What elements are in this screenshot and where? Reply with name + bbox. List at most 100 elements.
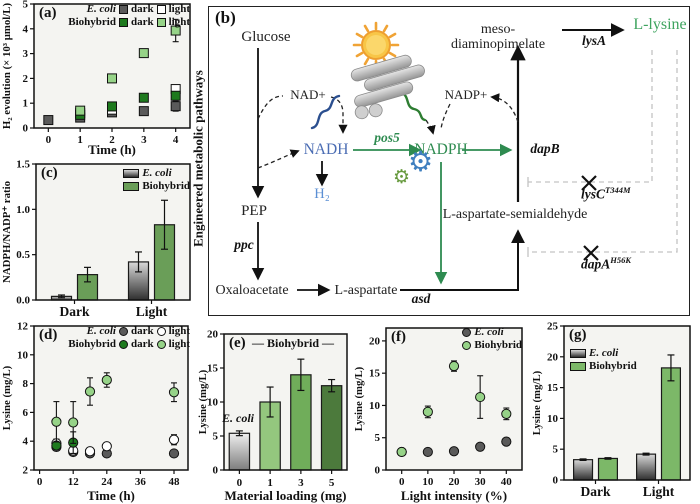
gear-green-icon: ⚙ [393,166,411,188]
panel-e-label: (e) [229,335,246,351]
panel-c-label: (c) [41,165,58,181]
mutation-cross-dapA-icon [583,245,599,261]
svg-text:10: 10 [17,349,29,361]
electron-squiggles [310,91,427,130]
panel-e-material-loading-chart: 0 5 10 15 20 0 1 3 5 Lysine (mg/L) Material loadin… [196,322,352,504]
svg-text:0: 0 [46,134,52,146]
panel-a-label: (a) [39,5,57,21]
svg-text:Lysine (mg/L): Lysine (mg/L) [531,370,543,435]
panel-d-lysine-time-chart: 2 4 6 8 10 12 0 12 24 36 48 Lysine (mg/L) Time (h) (d… [0,322,196,504]
svg-text:10: 10 [369,400,381,412]
gene-lysC-base: lysC [581,186,606,202]
svg-text:20: 20 [369,335,381,347]
gene-ppc: ppc [234,237,254,252]
svg-text:8: 8 [23,378,29,390]
pathway-black-arrows [251,23,625,297]
svg-text:4: 4 [23,23,29,35]
blue-electron-squiggle [310,94,341,130]
gene-lysC-T344M: lysCT344M [581,185,631,202]
panel-e-annotation-1: — Biohybrid — [252,336,335,350]
svg-text:10: 10 [207,397,219,409]
svg-text:3: 3 [298,477,304,489]
gene-asd: asd [411,291,431,306]
node-l-aspartate: L-aspartate [334,283,398,298]
svg-text:Time (h): Time (h) [87,488,135,503]
gene-dapA-superscript: H56K [610,255,632,265]
sun-icon [352,21,400,69]
panel-b-label: (b) [215,8,236,27]
svg-text:Time (h): Time (h) [88,142,136,157]
panel-g-legend: E. coli Biohybrid [570,348,637,372]
svg-text:5: 5 [23,0,29,11]
svg-text:Light intensity (%): Light intensity (%) [401,488,507,503]
svg-text:15: 15 [207,363,219,375]
svg-text:5: 5 [213,431,219,443]
gene-dapA-base: dapA [581,256,611,272]
svg-text:5: 5 [553,444,559,456]
node-nadp: NADP+ [444,87,488,102]
svg-text:12: 12 [68,476,80,488]
panel-a-h2-evolution-chart: 0 1 2 3 4 5 0 1 2 3 4 H₂ evolution (× 10³ μmol/L) Ti… [0,0,200,158]
pathway-green-arrows [353,143,513,285]
green-electron-squiggle [399,91,427,122]
svg-text:0: 0 [37,476,43,488]
svg-text:2: 2 [23,73,29,85]
svg-text:5: 5 [329,477,335,489]
panel-c-chart-canvas: 0.0 0.5 1.0 1.5 Dark Light NADPH/NADP⁺ ratio [1,159,191,319]
svg-text:10: 10 [422,476,434,488]
svg-text:4: 4 [23,436,29,448]
panel-f-label: (f) [391,329,406,345]
panel-c-legend: E. coli Biohybrid [123,168,190,192]
legend-marker [462,328,472,337]
panel-e-chart-canvas: 0 5 10 15 20 0 1 3 5 Lysine (mg/L) Material loadin… [197,329,348,503]
legend-marker [118,18,128,27]
svg-text:20: 20 [547,351,559,363]
legend-marker [156,327,166,336]
svg-text:48: 48 [169,476,181,488]
node-pep: PEP [241,203,267,219]
gene-lysC-superscript: T344M [605,185,631,195]
svg-text:Lysine (mg/L): Lysine (mg/L) [353,366,365,431]
svg-text:Light: Light [643,484,675,499]
node-h2: H₂ [314,186,330,202]
node-nadh: NADH [303,141,349,158]
svg-text:Light: Light [136,304,168,319]
bar-series-e-coli [50,251,150,301]
svg-text:H₂ evolution (× 10³ μmol/L): H₂ evolution (× 10³ μmol/L) [1,3,13,130]
node-meso-diaminopimelate: meso-diaminopimelate [450,22,546,53]
panel-e-annotation-0: E. coli [222,411,254,425]
node-l-aspartate-semialdehyde: L-aspartate-semialdehyde [442,207,588,222]
bar-series-biohybrid-loading [228,358,343,471]
feedback-inhibition-lines [527,50,678,257]
pathway-box [208,6,690,316]
pathway-arrows-canvas [251,21,678,297]
legend-marker [118,5,128,14]
svg-text:30: 30 [475,476,487,488]
legend-marker [156,18,166,27]
series-biohybrid [396,360,512,458]
svg-text:1.5: 1.5 [16,159,30,171]
node-nad: NAD+ [290,87,326,102]
node-nadph: NADPH [414,141,468,158]
svg-text:20: 20 [207,329,219,341]
gear-blue-icon: ⚙ [408,145,434,178]
svg-text:Lysine (mg/L): Lysine (mg/L) [1,365,13,430]
svg-text:3: 3 [141,134,147,146]
svg-text:0.0: 0.0 [16,295,30,307]
svg-text:0: 0 [375,465,381,477]
svg-text:Material loading (mg): Material loading (mg) [224,488,346,503]
legend-marker [462,341,472,350]
svg-text:2: 2 [23,465,29,477]
legend-marker [118,327,128,336]
svg-text:2: 2 [109,134,115,146]
series-biohybrid-light [51,372,180,444]
svg-text:1: 1 [267,477,273,489]
bar-series-e-coli [572,452,657,481]
svg-text:Lysine (mg/L): Lysine (mg/L) [197,369,209,434]
svg-text:36: 36 [135,476,147,488]
gene-dapB: dapB [530,141,560,156]
legend-marker [118,340,128,349]
svg-text:0: 0 [213,465,219,477]
legend-marker [123,182,140,191]
